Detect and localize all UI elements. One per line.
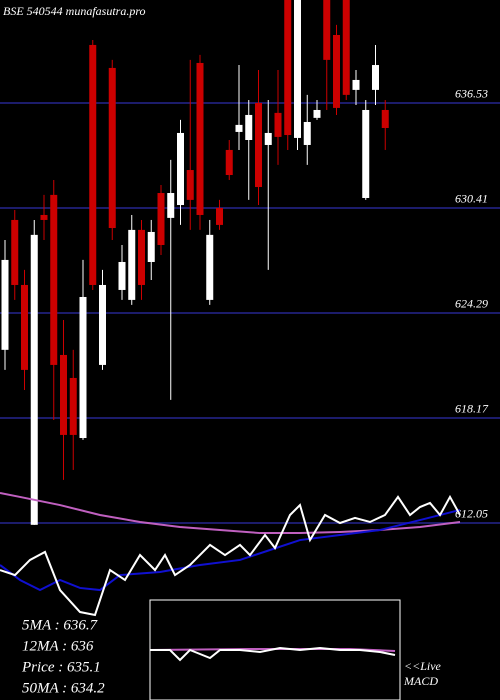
candle-body <box>108 67 116 229</box>
candle-body <box>11 219 19 285</box>
candle-body <box>216 207 223 225</box>
candle-body <box>352 79 360 90</box>
candle-body <box>196 62 204 215</box>
candle-body <box>372 65 379 90</box>
candle-body <box>99 284 106 365</box>
candle-body <box>323 0 331 60</box>
candle-body <box>118 261 126 290</box>
stat-label: Price : 635.1 <box>21 659 101 675</box>
candle-body <box>30 234 38 525</box>
y-tick-label: 612.05 <box>455 507 488 521</box>
candle-body <box>138 229 145 285</box>
candle-body <box>381 109 389 128</box>
candle-body <box>362 109 370 198</box>
candle-body <box>206 234 214 300</box>
indicator-line <box>0 494 461 617</box>
candle-body <box>255 102 262 188</box>
candle-body <box>264 132 272 145</box>
stat-label: 50MA : 634.2 <box>22 680 105 696</box>
candle-body <box>245 114 253 140</box>
candle-body <box>333 35 340 108</box>
candle-body <box>177 132 184 206</box>
y-tick-label: 624.29 <box>455 297 488 311</box>
candle-body <box>147 231 155 262</box>
candle-body <box>284 0 292 136</box>
macd-label: MACD <box>403 674 438 688</box>
candle-body <box>128 229 136 300</box>
chart-title: BSE 540544 munafasutra.pro <box>3 4 146 18</box>
indicator-line <box>0 508 461 592</box>
candle-body <box>225 149 233 175</box>
candle-body <box>69 377 77 435</box>
candle-body <box>274 112 282 137</box>
candle-body <box>40 214 48 220</box>
candle-body <box>79 296 87 439</box>
candle-body <box>50 194 58 365</box>
candle-body <box>60 354 67 435</box>
candle-body <box>294 0 301 138</box>
stat-label: 12MA : 636 <box>22 638 94 654</box>
candle-body <box>342 0 350 95</box>
y-tick-label: 630.41 <box>455 192 488 206</box>
candle-body <box>157 193 165 245</box>
macd-label: <<Live <box>404 659 442 673</box>
y-tick-label: 636.53 <box>455 87 488 101</box>
candle-body <box>235 124 243 132</box>
indicator-line <box>150 646 396 662</box>
candle-body <box>167 193 175 218</box>
candle-body <box>1 259 9 350</box>
candle-body <box>89 44 97 285</box>
stat-label: 5MA : 636.7 <box>22 617 99 633</box>
candle-body <box>186 170 194 200</box>
candle-body <box>303 121 311 145</box>
y-tick-label: 618.17 <box>455 402 489 416</box>
candle-body <box>313 109 321 118</box>
candle-body <box>21 284 28 370</box>
